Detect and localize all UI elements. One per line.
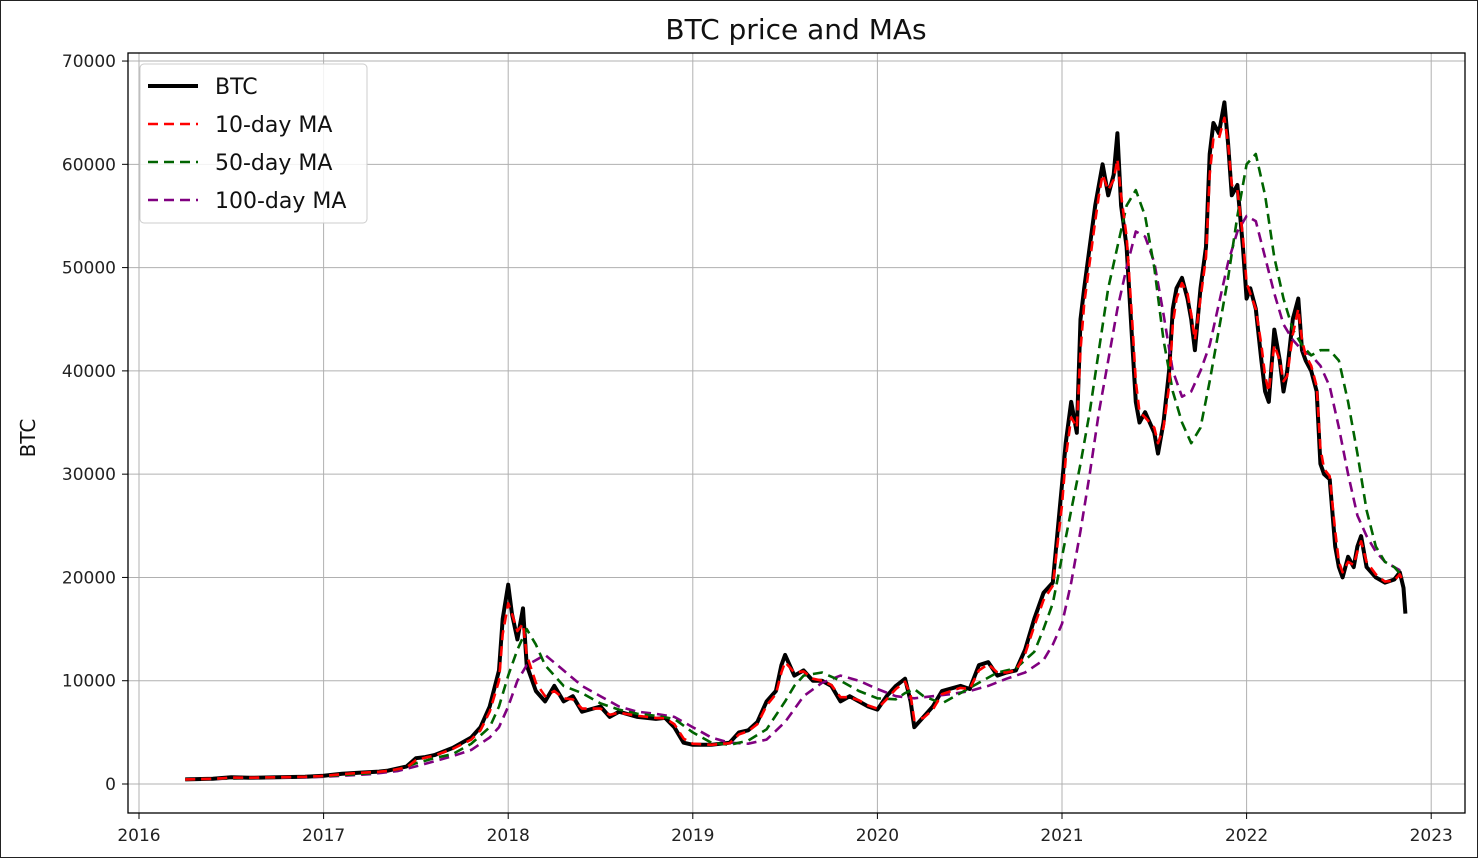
legend: BTC 10-day MA 50-day MA 100-day MA: [139, 63, 368, 224]
y-axis-label: BTC: [16, 419, 40, 458]
y-tick-label: 40000: [62, 362, 116, 382]
legend-label: 50-day MA: [215, 151, 332, 176]
x-tick-label: 2023: [1410, 826, 1453, 846]
plot-area-border: [127, 52, 1466, 814]
axis-ticks: 2016 2017 2018 2019 2020 2021 2022 2023 0 10000 20…: [62, 52, 1453, 846]
series-layer: [185, 100, 1408, 782]
series-line-10-day-ma: [185, 116, 1405, 781]
y-tick-label: 60000: [62, 155, 116, 175]
legend-label: 10-day MA: [215, 113, 332, 138]
legend-box: [139, 63, 368, 224]
y-tick-label: 70000: [62, 52, 116, 72]
x-tick-label: 2018: [487, 826, 530, 846]
x-tick-label: 2021: [1040, 826, 1083, 846]
y-tick-label: 30000: [62, 465, 116, 485]
y-tick-label: 0: [105, 775, 116, 795]
chart-title: BTC price and MAs: [665, 13, 926, 46]
y-tick-label: 20000: [62, 568, 116, 588]
x-tick-label: 2016: [117, 826, 160, 846]
x-tick-label: 2020: [856, 826, 899, 846]
series-line-50-day-ma: [185, 152, 1405, 781]
x-tick-label: 2019: [671, 826, 714, 846]
legend-label: 100-day MA: [215, 189, 346, 214]
grid-lines: [128, 53, 1465, 813]
x-tick-label: 2022: [1225, 826, 1268, 846]
series-line-btc: [185, 100, 1408, 782]
y-tick-label: 50000: [62, 259, 116, 279]
legend-label: BTC: [215, 75, 258, 100]
y-tick-label: 10000: [62, 672, 116, 692]
series-line-100-day-ma: [185, 214, 1405, 781]
x-tick-label: 2017: [302, 826, 345, 846]
